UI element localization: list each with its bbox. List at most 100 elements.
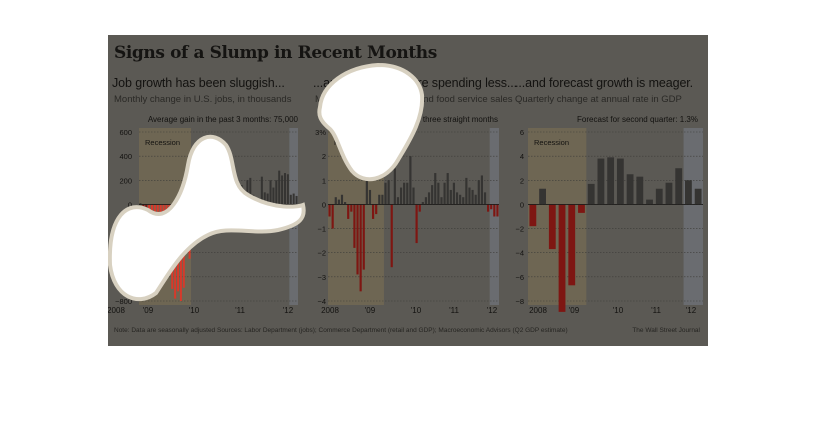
y-tick-label: −1 xyxy=(317,225,326,234)
y-tick-label: −4 xyxy=(317,297,326,306)
recession-band xyxy=(528,128,587,305)
data-bar xyxy=(496,204,499,217)
x-tick-label: '11 xyxy=(235,306,245,315)
data-bar xyxy=(275,180,278,205)
data-bar xyxy=(365,165,368,205)
x-tick-label: '09 xyxy=(569,306,580,315)
y-tick-label: 200 xyxy=(119,176,132,185)
y-tick-label: −6 xyxy=(515,273,524,282)
data-bar xyxy=(249,177,252,205)
data-bar xyxy=(331,204,334,229)
data-bar xyxy=(675,168,683,205)
data-bar xyxy=(403,182,406,205)
y-tick-label: −3 xyxy=(317,273,326,282)
chart-title: Signs of a Slump in Recent Months xyxy=(114,43,437,63)
data-bar xyxy=(452,182,456,205)
data-bar xyxy=(272,187,275,205)
x-tick-label: '10 xyxy=(613,306,624,315)
data-bar xyxy=(356,204,359,275)
y-tick-label: −2 xyxy=(317,249,326,258)
x-tick-label: '11 xyxy=(449,306,459,315)
x-tick-label: '10 xyxy=(189,306,200,315)
data-bar xyxy=(434,173,437,205)
data-bar xyxy=(465,177,468,205)
data-bar xyxy=(455,192,459,205)
data-bar xyxy=(289,194,292,205)
data-bar xyxy=(150,204,154,211)
credit-line: The Wall Street Journal xyxy=(632,327,700,334)
y-tick-label: −8 xyxy=(515,297,524,306)
data-bar xyxy=(353,204,356,248)
x-tick-label: '12 xyxy=(487,306,498,315)
data-bar xyxy=(371,204,375,219)
data-bar xyxy=(359,204,362,292)
data-bar xyxy=(260,176,263,205)
data-bar xyxy=(281,175,284,205)
y-tick-label: 2 xyxy=(322,152,326,161)
data-bar xyxy=(446,173,449,205)
data-bar xyxy=(487,204,490,212)
panel-title-gdp: ...and forecast growth is meager. xyxy=(515,76,694,90)
data-bar xyxy=(269,180,272,205)
data-bar xyxy=(412,187,415,205)
data-bar xyxy=(340,194,344,205)
data-bar xyxy=(548,204,556,250)
data-bar xyxy=(362,204,365,270)
source-note: Note: Data are seasonally adjusted Sourc… xyxy=(114,327,568,334)
data-bar xyxy=(490,204,493,210)
data-bar xyxy=(406,182,409,205)
white-overlay xyxy=(108,62,425,302)
annotation-label: Down three straight months xyxy=(400,115,498,124)
annotation-label: Forecast for second quarter: 1.3% xyxy=(577,115,698,124)
x-tick-label: 2008 xyxy=(108,306,125,315)
data-bar xyxy=(646,199,653,205)
y-tick-label: 400 xyxy=(119,152,132,161)
data-bar xyxy=(286,174,289,205)
recession-label: Recession xyxy=(534,138,569,147)
y-tick-label: −2 xyxy=(515,225,524,234)
data-bar xyxy=(278,170,281,205)
chart-figure: Signs of a Slump in Recent Months Job gr… xyxy=(108,35,708,346)
y-tick-label: 3% xyxy=(315,128,326,137)
data-bar xyxy=(443,182,446,205)
x-tick-label: 2008 xyxy=(321,306,339,315)
data-bar xyxy=(384,182,387,205)
data-bar xyxy=(449,189,452,205)
data-bar xyxy=(347,204,350,219)
data-bar xyxy=(409,156,412,205)
data-bar xyxy=(539,188,546,205)
x-tick-label: '11 xyxy=(651,306,661,315)
data-bar xyxy=(459,194,462,205)
data-bar xyxy=(368,189,372,205)
data-bar xyxy=(427,192,431,205)
data-bar xyxy=(477,180,480,205)
data-bar xyxy=(685,180,692,205)
data-bar xyxy=(334,197,337,205)
data-bar xyxy=(529,204,537,227)
data-bar xyxy=(399,187,403,205)
recent-period-band xyxy=(683,128,703,305)
recession-label: Recession xyxy=(145,138,180,147)
data-bar xyxy=(387,180,390,205)
data-bar xyxy=(283,173,287,205)
data-bar xyxy=(626,174,634,205)
data-bar xyxy=(440,197,443,205)
data-bar xyxy=(568,204,576,286)
data-bar xyxy=(578,204,585,213)
data-bar xyxy=(665,182,673,205)
x-tick-label: '12 xyxy=(283,306,294,315)
chart-panel-3: 6 4 2 0 −2 −4 −6 −8 2008 '09 '10 '11 '12 Recession For… xyxy=(515,115,703,315)
y-tick-label: −4 xyxy=(515,249,524,258)
y-tick-label: 600 xyxy=(119,128,132,137)
data-bar xyxy=(437,182,440,205)
charts-canvas: 6004002000−200−400−600−8002008'09'10'11'… xyxy=(108,62,703,315)
data-bar xyxy=(483,192,487,205)
data-bar xyxy=(471,189,474,205)
x-tick-label: '09 xyxy=(143,306,154,315)
data-bar xyxy=(139,203,142,205)
y-tick-label: 0 xyxy=(520,200,524,209)
data-bar xyxy=(468,187,471,205)
y-tick-label: 6 xyxy=(520,128,524,137)
data-bar xyxy=(597,158,605,205)
data-bar xyxy=(393,168,396,205)
